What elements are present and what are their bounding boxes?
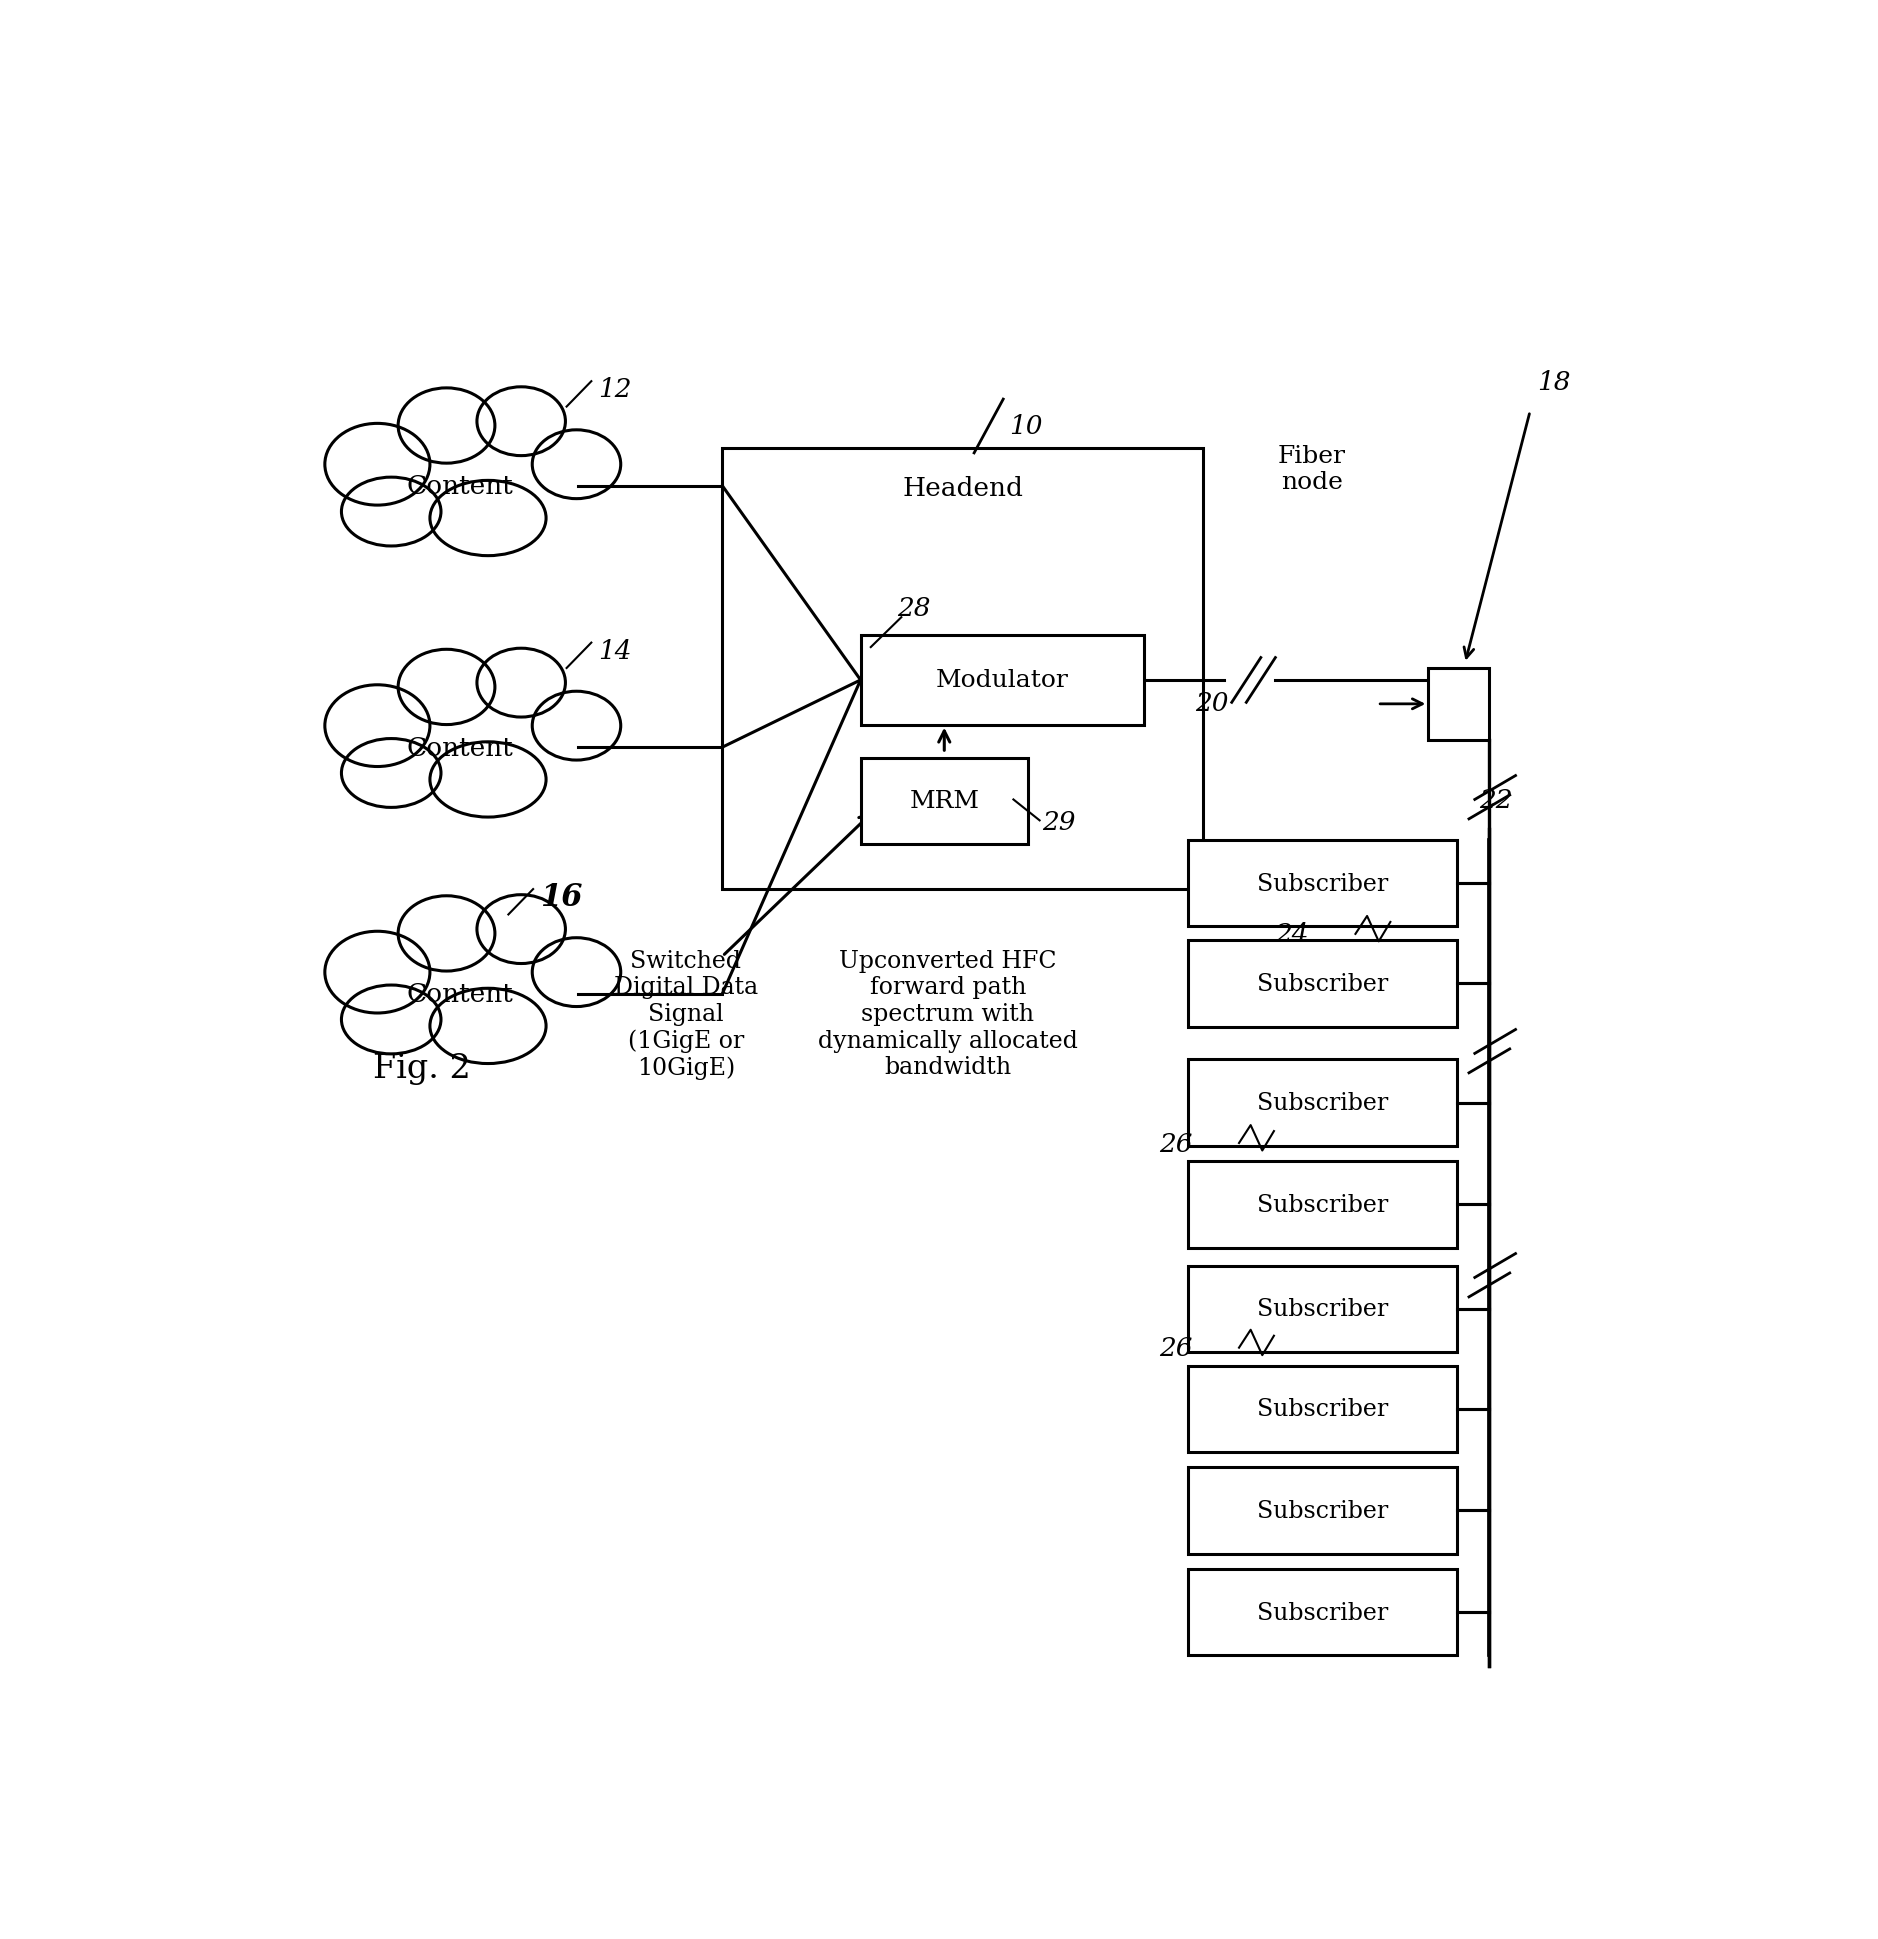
Ellipse shape [342, 985, 441, 1055]
Text: 24: 24 [1275, 921, 1309, 946]
FancyBboxPatch shape [1189, 1266, 1457, 1353]
FancyBboxPatch shape [1189, 1569, 1457, 1656]
FancyBboxPatch shape [1189, 1061, 1457, 1146]
FancyBboxPatch shape [1189, 1161, 1457, 1249]
Text: Subscriber: Subscriber [1256, 1499, 1388, 1522]
Text: 22: 22 [1480, 787, 1512, 812]
Ellipse shape [398, 388, 496, 463]
FancyBboxPatch shape [1189, 1468, 1457, 1553]
Text: Subscriber: Subscriber [1256, 1398, 1388, 1421]
Ellipse shape [430, 743, 546, 818]
Text: Subscriber: Subscriber [1256, 1297, 1388, 1320]
FancyBboxPatch shape [1429, 669, 1489, 741]
Text: 14: 14 [599, 638, 633, 663]
Ellipse shape [342, 739, 441, 809]
FancyBboxPatch shape [860, 636, 1144, 725]
FancyBboxPatch shape [723, 450, 1202, 890]
Text: 18: 18 [1538, 370, 1570, 394]
FancyBboxPatch shape [860, 758, 1027, 845]
Ellipse shape [325, 684, 430, 768]
Text: 10: 10 [1008, 415, 1042, 440]
Ellipse shape [430, 989, 546, 1065]
Text: Subscriber: Subscriber [1256, 1192, 1388, 1216]
Text: 26: 26 [1159, 1130, 1193, 1156]
Text: 28: 28 [898, 595, 930, 620]
Ellipse shape [342, 477, 441, 547]
Text: Subscriber: Subscriber [1256, 971, 1388, 995]
Ellipse shape [531, 938, 622, 1006]
Text: Upconverted HFC
forward path
spectrum with
dynamically allocated
bandwidth: Upconverted HFC forward path spectrum wi… [819, 950, 1078, 1078]
Text: MRM: MRM [909, 789, 978, 812]
Text: Fiber
node: Fiber node [1277, 444, 1347, 494]
Text: Subscriber: Subscriber [1256, 1092, 1388, 1115]
Ellipse shape [398, 650, 496, 725]
Text: 20: 20 [1196, 690, 1228, 715]
FancyBboxPatch shape [1189, 840, 1457, 927]
Text: Subscriber: Subscriber [1256, 873, 1388, 896]
Text: 12: 12 [599, 376, 633, 401]
Ellipse shape [430, 481, 546, 556]
Text: Modulator: Modulator [935, 669, 1069, 692]
Text: Headend: Headend [901, 477, 1024, 500]
Text: 16: 16 [541, 882, 582, 913]
FancyBboxPatch shape [1189, 940, 1457, 1028]
Ellipse shape [477, 388, 565, 456]
Ellipse shape [531, 692, 622, 760]
Text: Content: Content [408, 473, 515, 498]
Ellipse shape [325, 933, 430, 1014]
Ellipse shape [398, 896, 496, 971]
Text: Switched
Digital Data
Signal
(1GigE or
10GigE): Switched Digital Data Signal (1GigE or 1… [614, 950, 759, 1080]
Text: 26: 26 [1159, 1336, 1193, 1361]
Ellipse shape [477, 650, 565, 717]
Text: Content: Content [408, 735, 515, 760]
FancyBboxPatch shape [1189, 1365, 1457, 1452]
Text: Subscriber: Subscriber [1256, 1602, 1388, 1623]
Ellipse shape [325, 425, 430, 506]
Text: 29: 29 [1042, 811, 1076, 836]
Text: Content: Content [408, 981, 515, 1006]
Ellipse shape [477, 896, 565, 964]
Ellipse shape [531, 430, 622, 500]
Text: Fig. 2: Fig. 2 [374, 1053, 471, 1084]
